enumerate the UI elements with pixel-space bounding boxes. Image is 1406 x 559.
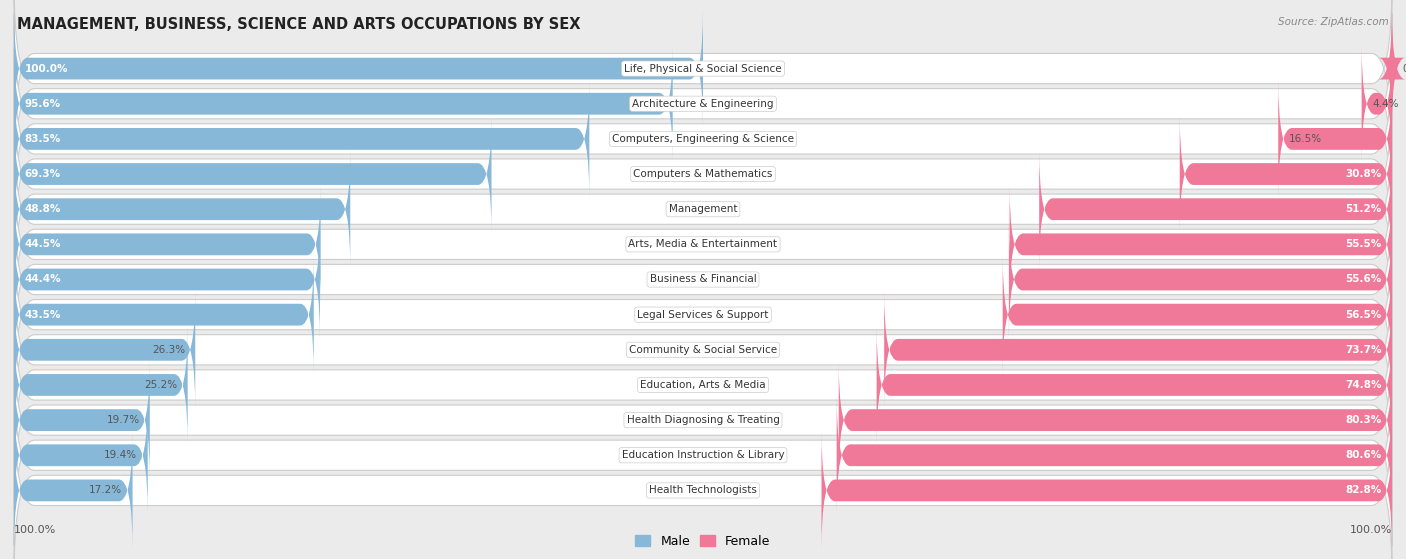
Legend: Male, Female: Male, Female <box>630 530 776 553</box>
Text: 44.4%: 44.4% <box>24 274 60 285</box>
FancyBboxPatch shape <box>14 396 148 515</box>
FancyBboxPatch shape <box>1180 115 1392 234</box>
FancyBboxPatch shape <box>821 431 1392 550</box>
Text: 16.5%: 16.5% <box>1289 134 1322 144</box>
Text: 100.0%: 100.0% <box>14 524 56 534</box>
Text: 80.3%: 80.3% <box>1346 415 1382 425</box>
Text: 17.2%: 17.2% <box>89 485 122 495</box>
Text: Community & Social Service: Community & Social Service <box>628 345 778 355</box>
Text: 69.3%: 69.3% <box>24 169 60 179</box>
Text: 82.8%: 82.8% <box>1346 485 1382 495</box>
FancyBboxPatch shape <box>876 325 1392 444</box>
Text: 100.0%: 100.0% <box>24 64 67 74</box>
Text: 48.8%: 48.8% <box>24 204 60 214</box>
FancyBboxPatch shape <box>14 119 1392 300</box>
FancyBboxPatch shape <box>837 396 1392 515</box>
FancyBboxPatch shape <box>14 154 1392 335</box>
Text: 19.4%: 19.4% <box>104 450 138 460</box>
FancyBboxPatch shape <box>1378 9 1406 128</box>
FancyBboxPatch shape <box>839 361 1392 480</box>
Text: 83.5%: 83.5% <box>24 134 60 144</box>
FancyBboxPatch shape <box>14 189 1392 370</box>
FancyBboxPatch shape <box>14 325 187 444</box>
Text: 56.5%: 56.5% <box>1346 310 1382 320</box>
FancyBboxPatch shape <box>14 224 1392 405</box>
FancyBboxPatch shape <box>14 220 321 339</box>
FancyBboxPatch shape <box>14 259 1392 440</box>
FancyBboxPatch shape <box>14 365 1392 546</box>
Text: 4.4%: 4.4% <box>1372 99 1399 109</box>
Text: Architecture & Engineering: Architecture & Engineering <box>633 99 773 109</box>
FancyBboxPatch shape <box>14 115 492 234</box>
Text: 30.8%: 30.8% <box>1346 169 1382 179</box>
Text: 55.5%: 55.5% <box>1346 239 1382 249</box>
FancyBboxPatch shape <box>14 431 132 550</box>
FancyBboxPatch shape <box>1039 150 1392 269</box>
Text: 73.7%: 73.7% <box>1346 345 1382 355</box>
FancyBboxPatch shape <box>14 13 1392 194</box>
FancyBboxPatch shape <box>14 330 1392 510</box>
FancyBboxPatch shape <box>14 49 1392 229</box>
FancyBboxPatch shape <box>14 79 589 198</box>
Text: Health Technologists: Health Technologists <box>650 485 756 495</box>
FancyBboxPatch shape <box>1278 79 1392 198</box>
FancyBboxPatch shape <box>14 255 314 374</box>
Text: 44.5%: 44.5% <box>24 239 60 249</box>
Text: MANAGEMENT, BUSINESS, SCIENCE AND ARTS OCCUPATIONS BY SEX: MANAGEMENT, BUSINESS, SCIENCE AND ARTS O… <box>17 17 581 32</box>
Text: 19.7%: 19.7% <box>107 415 139 425</box>
Text: 0.0%: 0.0% <box>1402 64 1406 74</box>
Text: 55.6%: 55.6% <box>1346 274 1382 285</box>
Text: 43.5%: 43.5% <box>24 310 60 320</box>
Text: Business & Financial: Business & Financial <box>650 274 756 285</box>
FancyBboxPatch shape <box>14 9 703 128</box>
Text: 25.2%: 25.2% <box>145 380 177 390</box>
FancyBboxPatch shape <box>14 44 672 163</box>
FancyBboxPatch shape <box>1010 220 1392 339</box>
Text: 100.0%: 100.0% <box>1350 524 1392 534</box>
Text: 51.2%: 51.2% <box>1346 204 1382 214</box>
FancyBboxPatch shape <box>884 290 1392 409</box>
FancyBboxPatch shape <box>14 361 150 480</box>
FancyBboxPatch shape <box>14 150 350 269</box>
FancyBboxPatch shape <box>1002 255 1392 374</box>
FancyBboxPatch shape <box>14 0 1392 159</box>
Text: Life, Physical & Social Science: Life, Physical & Social Science <box>624 64 782 74</box>
Text: Education Instruction & Library: Education Instruction & Library <box>621 450 785 460</box>
Text: Source: ZipAtlas.com: Source: ZipAtlas.com <box>1278 17 1389 27</box>
Text: Legal Services & Support: Legal Services & Support <box>637 310 769 320</box>
Text: 74.8%: 74.8% <box>1346 380 1382 390</box>
Text: 26.3%: 26.3% <box>152 345 186 355</box>
FancyBboxPatch shape <box>14 295 1392 475</box>
FancyBboxPatch shape <box>14 400 1392 559</box>
Text: 80.6%: 80.6% <box>1346 450 1382 460</box>
Text: Education, Arts & Media: Education, Arts & Media <box>640 380 766 390</box>
Text: Management: Management <box>669 204 737 214</box>
Text: Computers, Engineering & Science: Computers, Engineering & Science <box>612 134 794 144</box>
Text: Health Diagnosing & Treating: Health Diagnosing & Treating <box>627 415 779 425</box>
FancyBboxPatch shape <box>14 84 1392 264</box>
FancyBboxPatch shape <box>14 185 321 304</box>
FancyBboxPatch shape <box>1361 44 1392 163</box>
FancyBboxPatch shape <box>14 290 195 409</box>
Text: Arts, Media & Entertainment: Arts, Media & Entertainment <box>628 239 778 249</box>
Text: Computers & Mathematics: Computers & Mathematics <box>633 169 773 179</box>
FancyBboxPatch shape <box>1010 185 1392 304</box>
Text: 95.6%: 95.6% <box>24 99 60 109</box>
